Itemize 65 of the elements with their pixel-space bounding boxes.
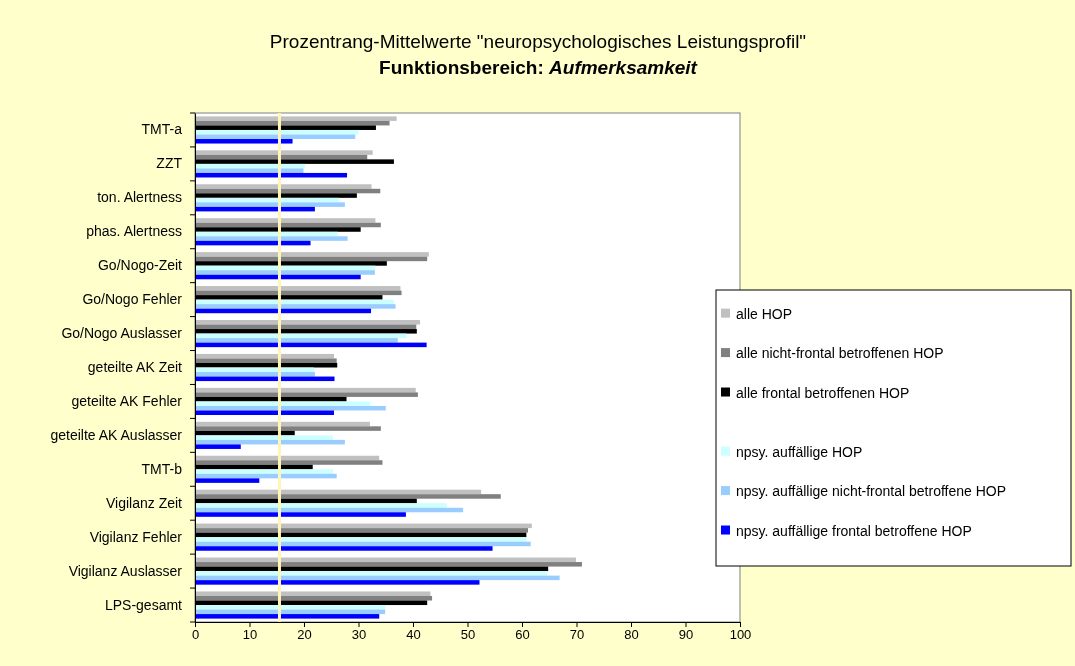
y-tick-label: Vigilanz Zeit — [105, 494, 183, 511]
bar — [195, 338, 398, 343]
bar — [195, 218, 376, 223]
x-tick-label: 60 — [515, 627, 530, 643]
legend-label: npsy. auffällige nicht-frontal betroffene HOP — [736, 483, 1007, 500]
bar — [195, 435, 333, 440]
y-tick-label: ZZT — [156, 155, 183, 172]
y-tick-label: ton. Alertness — [97, 189, 182, 206]
bar — [195, 503, 447, 508]
y-tick-label: LPS-gesamt — [104, 596, 183, 613]
bar — [195, 444, 241, 449]
bar — [195, 252, 429, 257]
chart-subtitle: Funktionsbereich: Aufmerksamkeit — [379, 57, 698, 78]
bar — [195, 546, 493, 551]
legend-label: alle nicht-frontal betroffenen HOP — [736, 345, 944, 362]
bar — [195, 134, 356, 140]
y-tick-label: TMT-b — [141, 460, 183, 477]
bar — [195, 372, 315, 377]
bar — [195, 605, 386, 610]
bar — [195, 580, 480, 585]
bar — [195, 512, 406, 517]
y-tick-label: Go/Nogo Fehler — [82, 291, 183, 308]
x-tick-label: 50 — [460, 627, 476, 643]
legend-label: npsy. auffällige frontal betroffene HOP — [736, 522, 972, 539]
legend-label: alle HOP — [736, 305, 793, 322]
x-tick-label: 90 — [678, 627, 694, 643]
y-tick-label: Go/Nogo Auslasser — [61, 325, 183, 342]
bar — [195, 401, 371, 406]
bar — [195, 116, 397, 121]
bar — [195, 184, 372, 189]
x-tick-label: 20 — [297, 627, 312, 643]
y-tick-label: geteilte AK Auslasser — [50, 426, 183, 443]
legend-label: npsy. auffällige HOP — [736, 443, 863, 460]
bar — [195, 319, 421, 325]
y-tick-label: Vigilanz Fehler — [89, 528, 183, 545]
bar — [195, 410, 334, 416]
y-tick-label: Vigilanz Auslasser — [68, 562, 183, 579]
bar — [195, 478, 260, 483]
x-tick-label: 70 — [569, 627, 585, 643]
bar — [195, 139, 293, 144]
x-tick-label: 10 — [242, 627, 258, 643]
bar — [195, 168, 304, 173]
bar — [195, 202, 345, 207]
bar — [195, 571, 548, 576]
bar — [195, 236, 348, 241]
x-tick-label: 0 — [191, 627, 200, 643]
x-tick-label: 80 — [624, 627, 639, 643]
y-tick-label: geteilte AK Zeit — [87, 358, 183, 375]
bar — [195, 270, 375, 275]
chart-title: Prozentrang-Mittelwerte "neuropsychologisches Leistungsprofil" — [269, 31, 807, 52]
bar — [195, 469, 333, 474]
bar — [195, 150, 373, 155]
bar — [195, 614, 380, 619]
legend-label: alle frontal betroffenen HOP — [736, 384, 910, 401]
y-tick-label: TMT-a — [141, 121, 183, 138]
x-tick-label: 40 — [406, 627, 421, 643]
y-tick-label: geteilte AK Fehler — [71, 392, 183, 409]
bar — [195, 286, 401, 291]
y-tick-label: Go/Nogo-Zeit — [97, 257, 183, 274]
bar — [195, 537, 527, 542]
x-tick-label: 100 — [729, 627, 752, 643]
bar — [195, 591, 431, 596]
bar — [195, 304, 396, 309]
x-tick-label: 30 — [351, 627, 367, 643]
y-tick-label: phas. Alertness — [86, 223, 182, 240]
